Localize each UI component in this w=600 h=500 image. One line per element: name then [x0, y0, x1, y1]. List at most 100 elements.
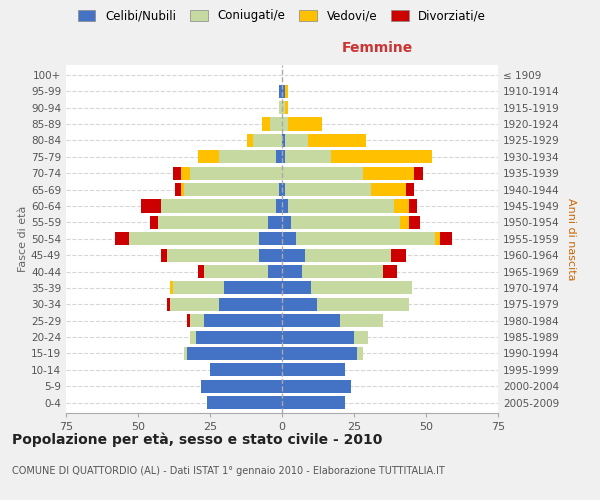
Text: Femmine: Femmine	[341, 40, 413, 54]
Bar	[190, 330, 196, 344]
Bar	[158, 216, 268, 229]
Bar	[271, 118, 282, 130]
Bar	[282, 134, 285, 147]
Bar	[331, 150, 432, 164]
Bar	[288, 200, 394, 212]
Bar	[173, 282, 224, 294]
Bar	[115, 232, 130, 245]
Bar	[285, 101, 288, 114]
Bar	[305, 248, 391, 262]
Bar	[161, 248, 167, 262]
Bar	[285, 84, 288, 98]
Bar	[282, 183, 285, 196]
Bar	[247, 134, 253, 147]
Bar	[187, 347, 282, 360]
Bar	[282, 364, 346, 376]
Bar	[290, 216, 400, 229]
Bar	[282, 118, 288, 130]
Bar	[282, 248, 305, 262]
Bar	[199, 150, 218, 164]
Bar	[218, 150, 276, 164]
Bar	[130, 232, 259, 245]
Bar	[282, 298, 317, 311]
Bar	[170, 282, 173, 294]
Bar	[170, 298, 218, 311]
Bar	[400, 216, 409, 229]
Bar	[181, 166, 190, 179]
Bar	[268, 216, 282, 229]
Y-axis label: Fasce di età: Fasce di età	[18, 206, 28, 272]
Bar	[167, 248, 259, 262]
Bar	[371, 183, 406, 196]
Text: COMUNE DI QUATTORDIO (AL) - Dati ISTAT 1° gennaio 2010 - Elaborazione TUTTITALIA: COMUNE DI QUATTORDIO (AL) - Dati ISTAT 1…	[12, 466, 445, 476]
Bar	[354, 330, 368, 344]
Bar	[282, 166, 362, 179]
Bar	[282, 150, 285, 164]
Bar	[308, 134, 365, 147]
Bar	[317, 298, 409, 311]
Bar	[285, 134, 308, 147]
Bar	[259, 248, 282, 262]
Bar	[149, 216, 158, 229]
Bar	[204, 265, 268, 278]
Bar	[184, 183, 279, 196]
Bar	[285, 150, 331, 164]
Bar	[311, 282, 412, 294]
Legend: Celibi/Nubili, Coniugati/e, Vedovi/e, Divorziati/e: Celibi/Nubili, Coniugati/e, Vedovi/e, Di…	[74, 6, 490, 26]
Bar	[282, 101, 285, 114]
Bar	[218, 298, 282, 311]
Bar	[406, 183, 415, 196]
Bar	[259, 232, 282, 245]
Bar	[196, 330, 282, 344]
Bar	[282, 232, 296, 245]
Bar	[279, 84, 282, 98]
Bar	[279, 101, 282, 114]
Bar	[279, 183, 282, 196]
Bar	[282, 200, 288, 212]
Bar	[409, 216, 420, 229]
Bar	[434, 232, 440, 245]
Bar	[262, 118, 271, 130]
Bar	[340, 314, 383, 328]
Bar	[202, 380, 282, 393]
Bar	[296, 232, 434, 245]
Y-axis label: Anni di nascita: Anni di nascita	[566, 198, 576, 280]
Bar	[181, 183, 184, 196]
Bar	[167, 298, 170, 311]
Bar	[282, 216, 290, 229]
Bar	[383, 265, 397, 278]
Bar	[282, 282, 311, 294]
Bar	[210, 364, 282, 376]
Bar	[391, 248, 406, 262]
Bar	[362, 166, 415, 179]
Bar	[161, 200, 276, 212]
Bar	[282, 396, 346, 409]
Bar	[190, 166, 282, 179]
Bar	[141, 200, 161, 212]
Bar	[253, 134, 282, 147]
Bar	[276, 150, 282, 164]
Bar	[190, 314, 204, 328]
Bar	[187, 314, 190, 328]
Bar	[224, 282, 282, 294]
Bar	[440, 232, 452, 245]
Bar	[282, 380, 351, 393]
Bar	[282, 84, 285, 98]
Bar	[199, 265, 204, 278]
Bar	[173, 166, 181, 179]
Bar	[415, 166, 423, 179]
Bar	[409, 200, 418, 212]
Bar	[282, 265, 302, 278]
Bar	[276, 200, 282, 212]
Bar	[285, 183, 371, 196]
Bar	[207, 396, 282, 409]
Bar	[282, 314, 340, 328]
Bar	[357, 347, 362, 360]
Bar	[175, 183, 181, 196]
Text: Popolazione per età, sesso e stato civile - 2010: Popolazione per età, sesso e stato civil…	[12, 432, 382, 447]
Bar	[302, 265, 383, 278]
Bar	[288, 118, 322, 130]
Bar	[184, 347, 187, 360]
Bar	[282, 330, 354, 344]
Bar	[394, 200, 409, 212]
